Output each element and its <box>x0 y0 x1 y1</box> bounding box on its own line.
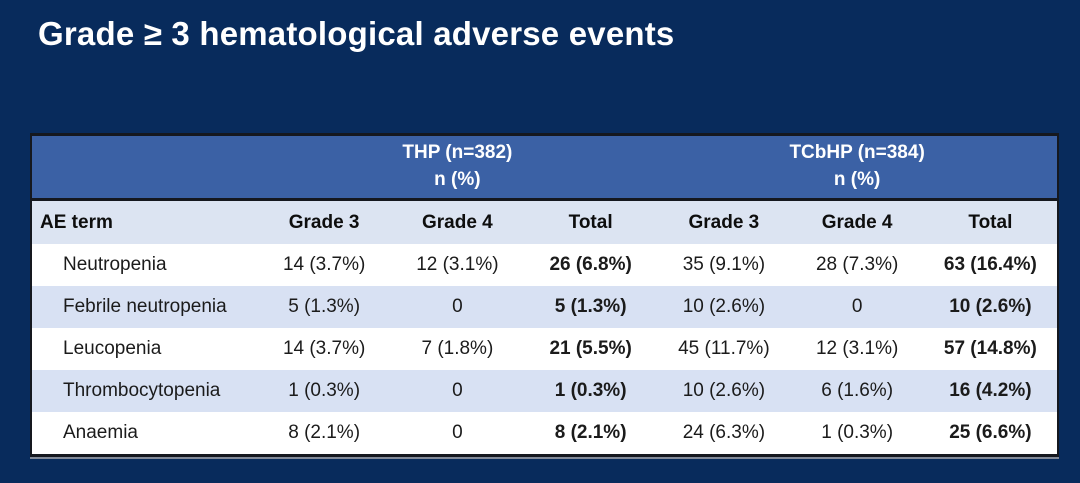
column-header-tcbhp-grade3: Grade 3 <box>657 199 791 244</box>
table-row-leucopenia: Leucopenia 14 (3.7%) 7 (1.8%) 21 (5.5%) … <box>32 328 1057 370</box>
ae-term-cell: Febrile neutropenia <box>32 286 258 328</box>
value-cell: 35 (9.1%) <box>657 244 791 286</box>
value-cell: 14 (3.7%) <box>257 244 391 286</box>
total-cell: 16 (4.2%) <box>923 370 1057 412</box>
value-cell: 14 (3.7%) <box>257 328 391 370</box>
group-header-thp-label: THP (n=382) <box>402 142 513 164</box>
value-cell: 0 <box>390 412 524 454</box>
column-header-thp-grade3: Grade 3 <box>257 199 391 244</box>
ae-term-cell: Thrombocytopenia <box>32 370 258 412</box>
total-cell: 5 (1.3%) <box>524 286 658 328</box>
value-cell: 0 <box>390 286 524 328</box>
value-cell: 1 (0.3%) <box>257 370 391 412</box>
total-cell: 8 (2.1%) <box>524 412 658 454</box>
column-header-ae-term: AE term <box>32 199 258 244</box>
value-cell: 5 (1.3%) <box>257 286 391 328</box>
group-header-tcbhp-sublabel: n (%) <box>833 169 881 190</box>
total-cell: 26 (6.8%) <box>524 244 658 286</box>
value-cell: 6 (1.6%) <box>790 370 924 412</box>
value-cell: 1 (0.3%) <box>790 412 924 454</box>
column-header-row: AE term Grade 3 Grade 4 Total Grade 3 Gr… <box>32 199 1057 244</box>
table-row-thrombocytopenia: Thrombocytopenia 1 (0.3%) 0 1 (0.3%) 10 … <box>32 370 1057 412</box>
value-cell: 10 (2.6%) <box>657 370 791 412</box>
group-header-row: THP (n=382) n (%) TCbHP (n=384) n (%) <box>32 136 1057 201</box>
total-cell: 57 (14.8%) <box>923 328 1057 370</box>
value-cell: 10 (2.6%) <box>657 286 791 328</box>
column-header-tcbhp-total: Total <box>923 199 1057 244</box>
total-cell: 1 (0.3%) <box>524 370 658 412</box>
table-row-febrile-neutropenia: Febrile neutropenia 5 (1.3%) 0 5 (1.3%) … <box>32 286 1057 328</box>
value-cell: 8 (2.1%) <box>257 412 391 454</box>
value-cell: 12 (3.1%) <box>790 328 924 370</box>
total-cell: 63 (16.4%) <box>923 244 1057 286</box>
group-header-thp: THP (n=382) n (%) <box>257 136 658 201</box>
group-header-tcbhp: TCbHP (n=384) n (%) <box>657 136 1057 201</box>
corner-cell <box>32 136 258 201</box>
table-row-anaemia: Anaemia 8 (2.1%) 0 8 (2.1%) 24 (6.3%) 1 … <box>32 412 1057 454</box>
value-cell: 24 (6.3%) <box>657 412 791 454</box>
total-cell: 21 (5.5%) <box>524 328 658 370</box>
ae-term-cell: Anaemia <box>32 412 258 454</box>
group-header-tcbhp-label: TCbHP (n=384) <box>789 142 925 164</box>
total-cell: 10 (2.6%) <box>923 286 1057 328</box>
column-header-thp-grade4: Grade 4 <box>390 199 524 244</box>
slide-title: Grade ≥ 3 hematological adverse events <box>38 15 675 52</box>
ae-term-cell: Leucopenia <box>32 328 258 370</box>
adverse-events-table-container: THP (n=382) n (%) TCbHP (n=384) n (%) AE… <box>30 133 1059 457</box>
value-cell: 28 (7.3%) <box>790 244 924 286</box>
table-row-neutropenia: Neutropenia 14 (3.7%) 12 (3.1%) 26 (6.8%… <box>32 244 1057 286</box>
column-header-thp-total: Total <box>524 199 658 244</box>
adverse-events-table: THP (n=382) n (%) TCbHP (n=384) n (%) AE… <box>32 136 1057 454</box>
value-cell: 45 (11.7%) <box>657 328 791 370</box>
group-header-thp-sublabel: n (%) <box>434 169 481 190</box>
value-cell: 12 (3.1%) <box>390 244 524 286</box>
ae-term-cell: Neutropenia <box>32 244 258 286</box>
value-cell: 7 (1.8%) <box>390 328 524 370</box>
value-cell: 0 <box>390 370 524 412</box>
total-cell: 25 (6.6%) <box>923 412 1057 454</box>
value-cell: 0 <box>790 286 924 328</box>
column-header-tcbhp-grade4: Grade 4 <box>790 199 924 244</box>
